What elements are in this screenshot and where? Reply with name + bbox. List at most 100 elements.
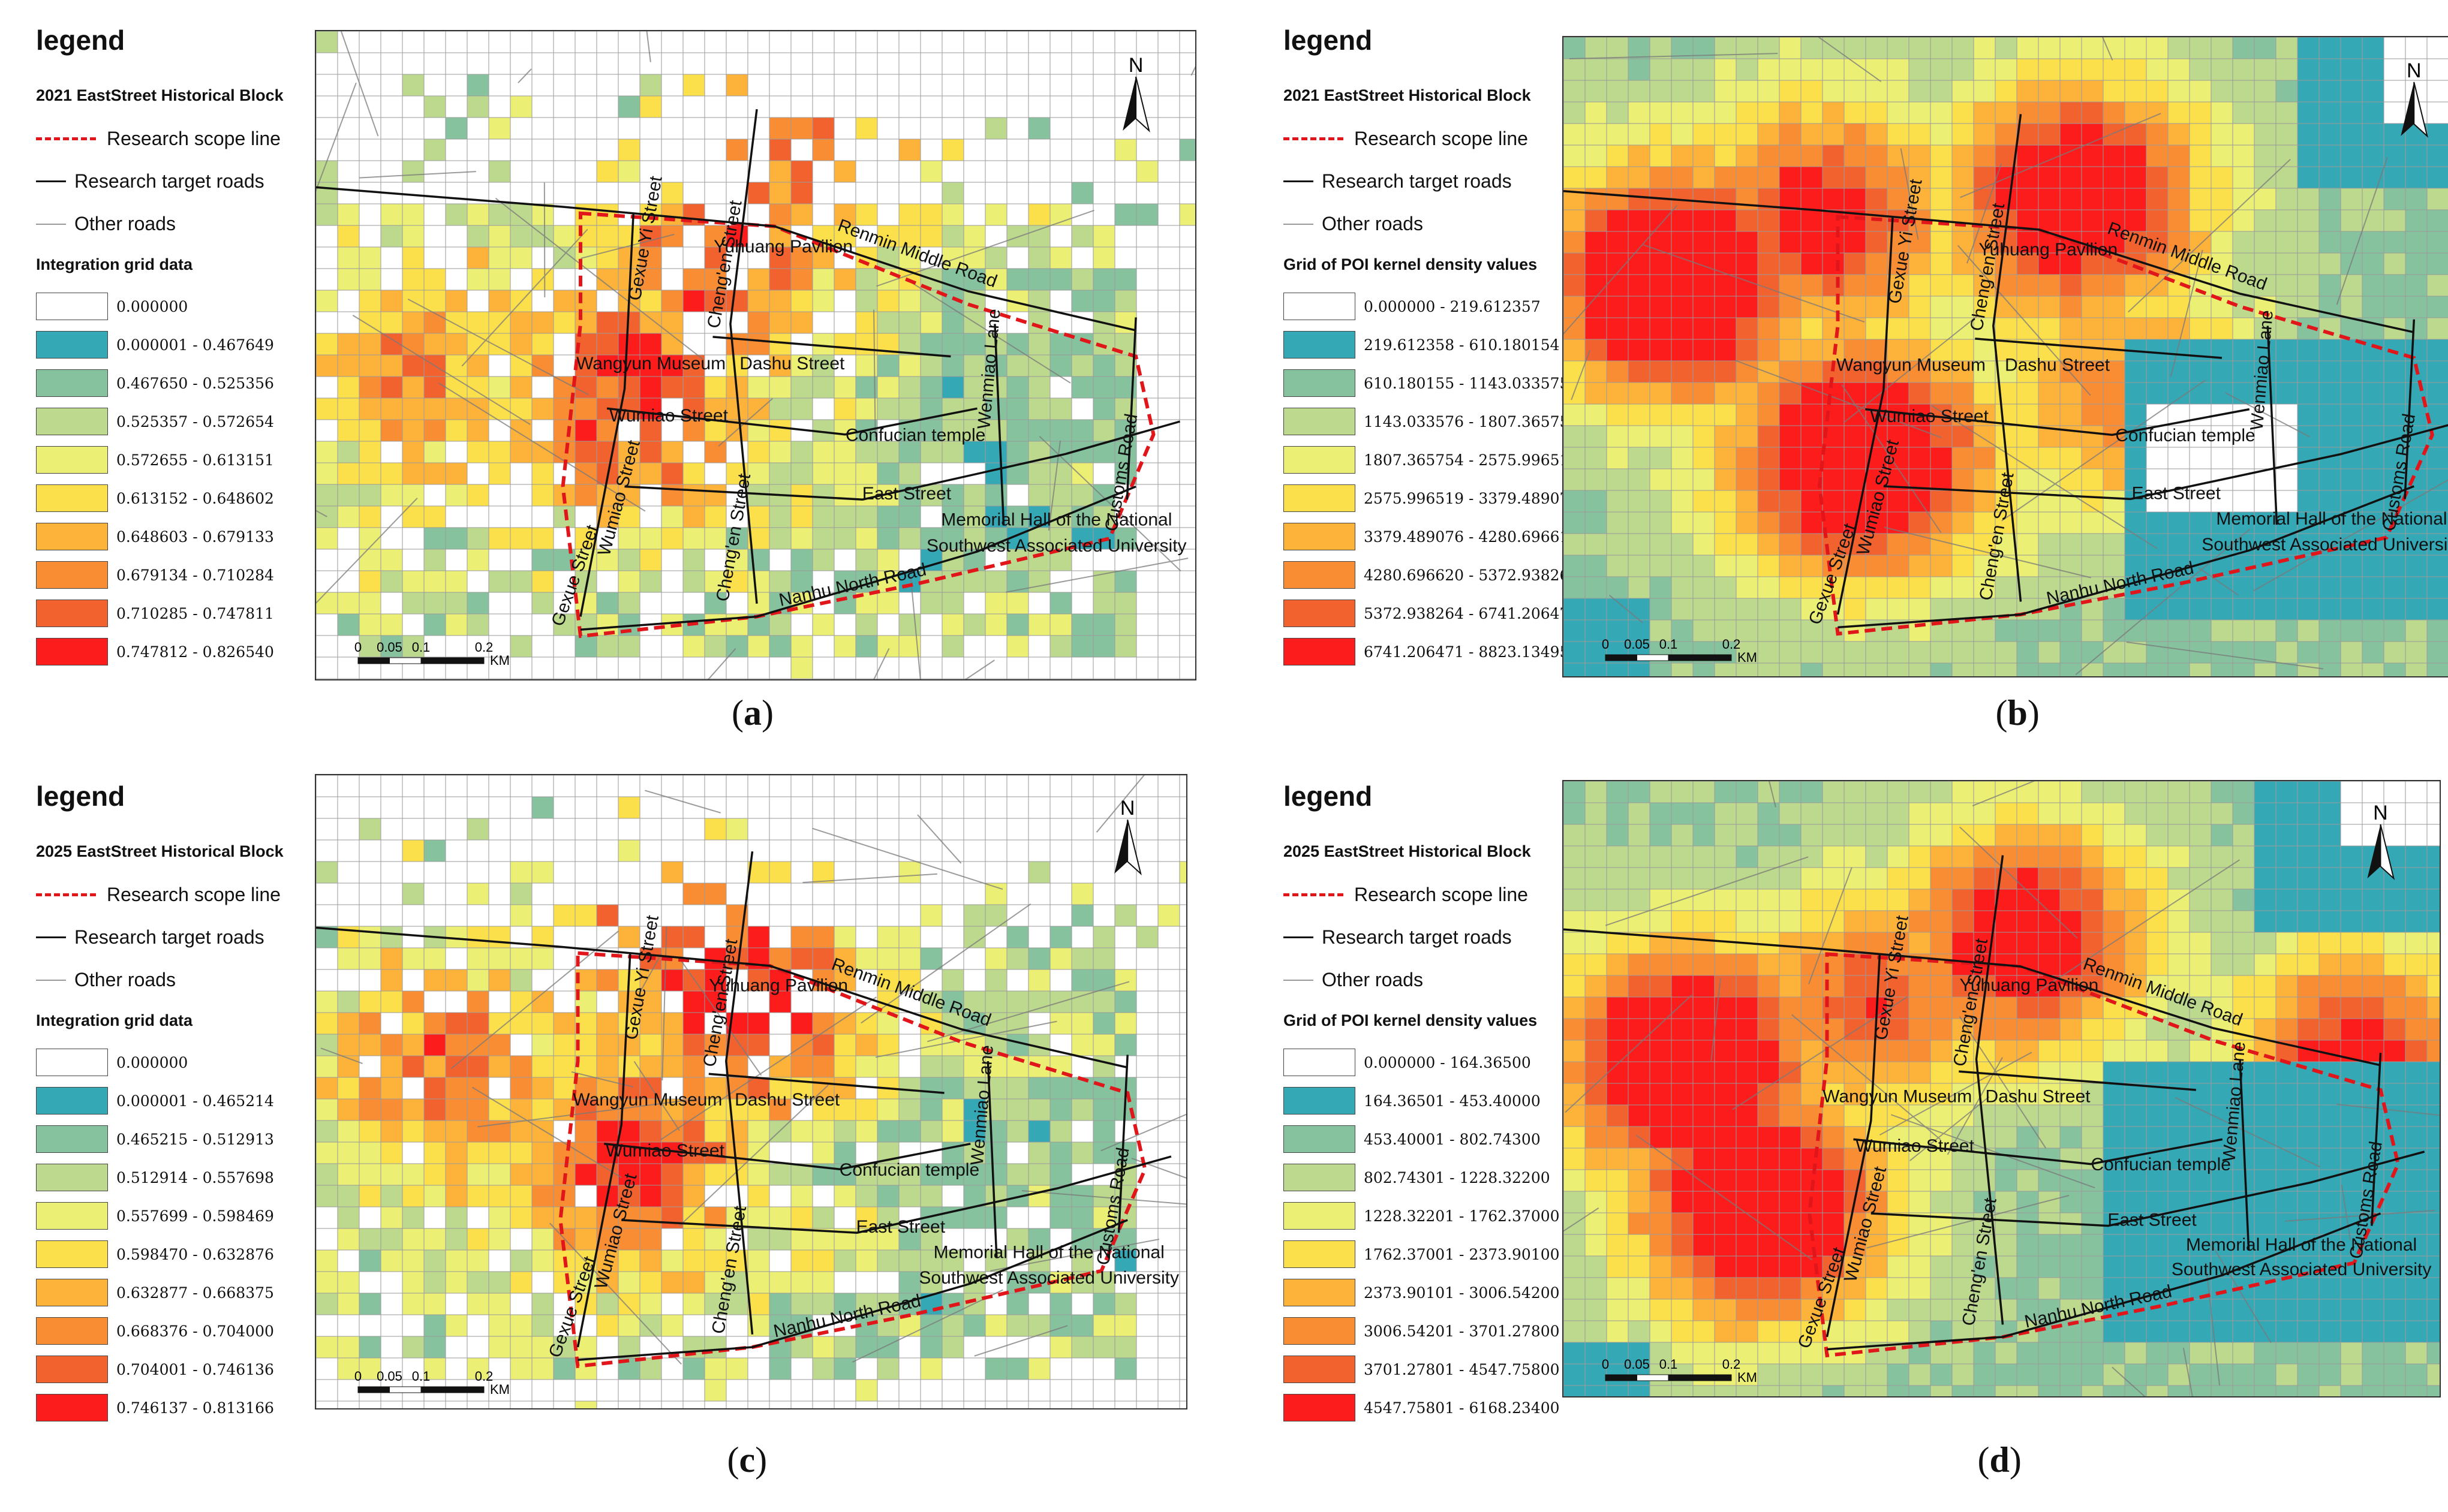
other-road (471, 1086, 622, 1179)
grid-cell (1692, 166, 1715, 189)
grid-cell (1671, 1018, 1694, 1041)
grid-cell (402, 1206, 425, 1229)
grid-cell (1179, 182, 1195, 204)
grid-cell (1136, 505, 1159, 528)
grid-cell (1136, 839, 1159, 862)
grid-cell (661, 1034, 684, 1056)
grid-cell (359, 1336, 381, 1359)
grid-cell (488, 1141, 511, 1164)
grid-cell (1865, 252, 1888, 275)
grid-cell (790, 31, 813, 53)
grid-cell (575, 290, 597, 312)
grid-cell (1736, 360, 1758, 383)
grid-cell (834, 1357, 856, 1380)
grid-cell (1136, 613, 1159, 636)
grid-cell (985, 225, 1008, 248)
grid-cell (704, 354, 727, 377)
grid-cell (639, 138, 662, 161)
class-range-label: 0.632877 - 0.668375 (116, 1284, 274, 1302)
grid-cell (2254, 188, 2276, 210)
target-road (1117, 1055, 1129, 1233)
north-label: N (1129, 54, 1144, 77)
grid-cell (1736, 1147, 1758, 1170)
grid-cell (488, 1185, 511, 1207)
grid-cell (423, 570, 446, 593)
grid-cell (423, 990, 446, 1013)
legend-class-row: 0.465215 - 0.512913 (36, 1120, 318, 1158)
grid-cell (510, 1077, 533, 1100)
grid-cell (942, 861, 964, 884)
grid-cell (1071, 52, 1094, 75)
grid-cell (488, 1400, 511, 1408)
grid-cell (704, 678, 727, 679)
target-road (2404, 319, 2416, 499)
grid-cell (2038, 209, 2061, 232)
grid-cell (898, 290, 921, 312)
grid-cell (553, 182, 576, 204)
grid-cell (661, 818, 684, 841)
grid-cell (1157, 775, 1180, 797)
grid-cell (2167, 317, 2190, 340)
grid-cell (1563, 209, 1586, 232)
grid-cell (2146, 1169, 2169, 1192)
grid-cell (1995, 1104, 2017, 1127)
grid-cell (2318, 468, 2341, 491)
grid-cell (2146, 468, 2169, 491)
grid-cell (726, 441, 748, 463)
research-scope-line (558, 951, 1147, 1369)
grid-cell (704, 1400, 727, 1408)
grid-cell (704, 635, 727, 658)
grid-cell (1930, 101, 1953, 124)
grid-cell (747, 1293, 770, 1315)
grid-cell (639, 397, 662, 420)
grid-cell (1093, 1400, 1115, 1408)
grid-cell (1179, 1163, 1186, 1186)
grid-cell (2318, 188, 2341, 210)
grid-cell (380, 839, 403, 862)
grid-cell (769, 311, 792, 334)
other-road (2126, 641, 2323, 670)
grid-cell (1179, 592, 1195, 615)
grid-cell (855, 268, 878, 291)
grid-cell (2318, 662, 2341, 676)
grid-cell (2275, 533, 2298, 556)
grid-cell (553, 839, 576, 862)
grid-cell (402, 1336, 425, 1359)
grid-cell (1157, 818, 1180, 841)
grid-cell (920, 1357, 943, 1380)
grid-cell (1671, 490, 1694, 513)
grid-cell (2167, 1169, 2190, 1192)
other-road (661, 926, 667, 1081)
grid-cell (1973, 252, 1996, 275)
grid-cell (682, 1120, 705, 1143)
grid-cell (618, 376, 640, 399)
grid-cell (963, 484, 986, 507)
grid-cell (2426, 58, 2448, 81)
grid-cell (2426, 824, 2440, 847)
grid-cell (1563, 58, 1586, 81)
grid-cell (1114, 1336, 1137, 1359)
grid-cell (510, 74, 533, 97)
grid-cell (877, 947, 900, 970)
grid-cell (510, 1271, 533, 1294)
grid-cell (2059, 339, 2082, 362)
grid-cell (1584, 317, 1607, 340)
grid-cell (2232, 1083, 2255, 1106)
grid-cell (1093, 1034, 1115, 1056)
grid-cell (1865, 845, 1888, 868)
grid-cell (380, 904, 403, 927)
grid-cell (963, 1163, 986, 1186)
grid-cell (1779, 511, 1802, 534)
grid-cell (423, 31, 446, 53)
grid-cell (2362, 101, 2384, 124)
grid-cell (1995, 80, 2017, 103)
grid-cell (1006, 1141, 1029, 1164)
grid-cell (596, 441, 619, 463)
grid-cell (2340, 576, 2363, 599)
grid-cell (1930, 576, 1953, 599)
grid-cell (1006, 74, 1029, 97)
grid-cell (1779, 144, 1802, 167)
target-roads-label: Research target roads (74, 170, 264, 192)
grid-cell (2318, 1126, 2341, 1149)
grid-cell (812, 527, 835, 550)
